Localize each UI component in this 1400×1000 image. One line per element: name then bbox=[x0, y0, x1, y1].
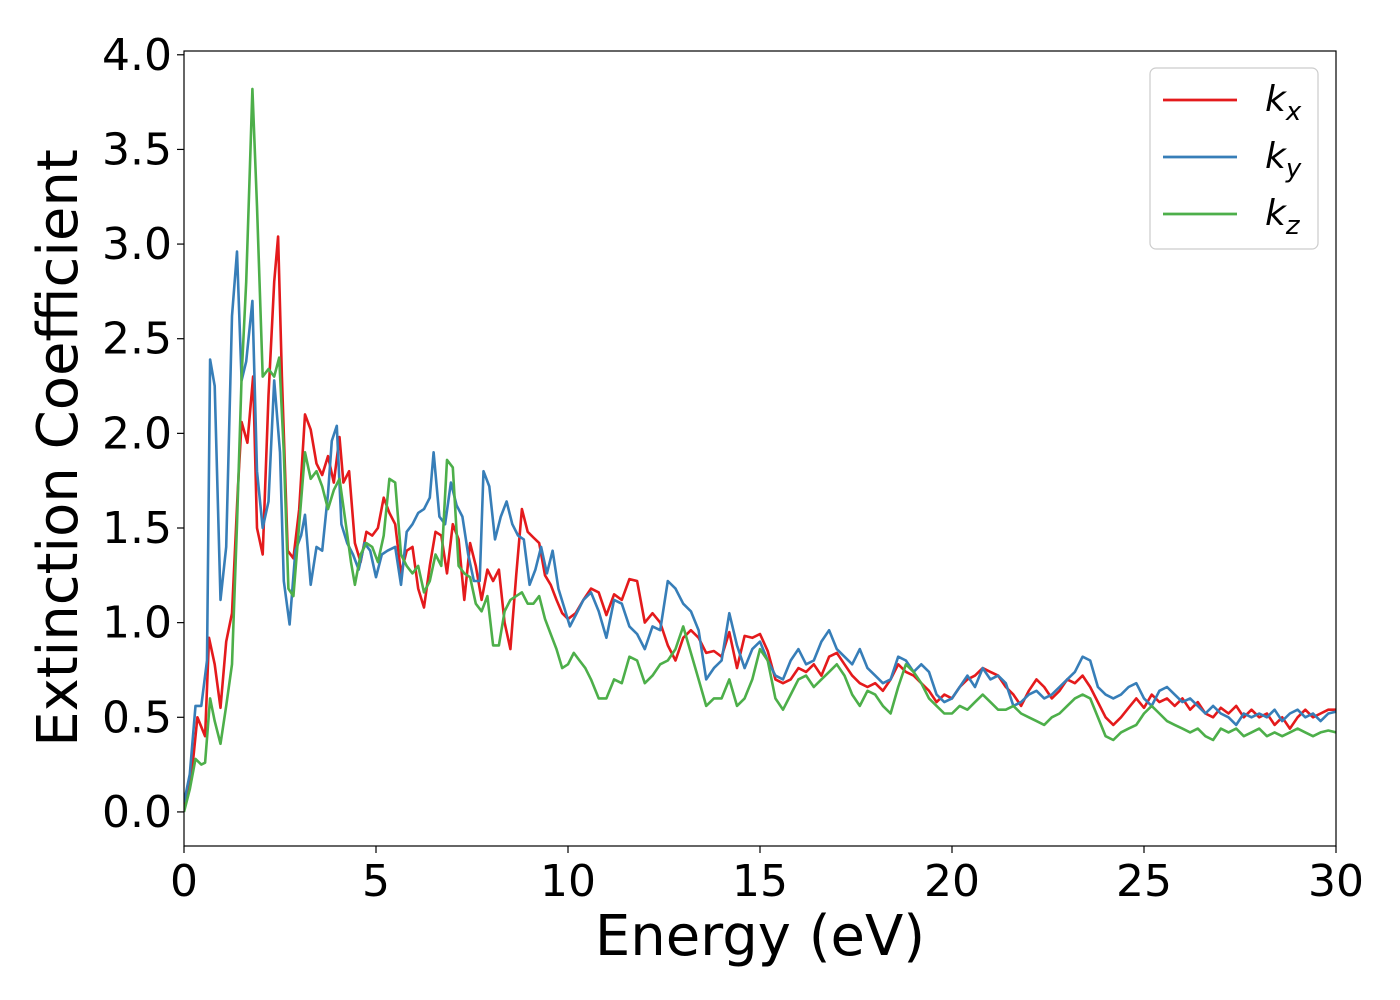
x-tick-label: 5 bbox=[362, 856, 390, 907]
series-line-k-x bbox=[184, 235, 1336, 809]
y-tick-label: 1.5 bbox=[102, 503, 172, 554]
y-tick-label: 0.5 bbox=[102, 692, 172, 743]
y-tick-label: 1.0 bbox=[102, 598, 172, 649]
y-tick-label: 2.5 bbox=[102, 314, 172, 365]
y-axis-label: Extinction Coefficient bbox=[26, 149, 91, 747]
x-axis: 0 5 10 15 20 25 30 bbox=[170, 846, 1364, 907]
x-tick-label: 10 bbox=[540, 856, 596, 907]
y-tick-label: 0.0 bbox=[102, 787, 172, 838]
x-tick-label: 30 bbox=[1308, 856, 1364, 907]
x-tick-label: 20 bbox=[924, 856, 980, 907]
y-axis: 0.0 0.5 1.0 1.5 2.0 2.5 3.0 3.5 4.0 bbox=[102, 30, 184, 838]
legend-label-k-y: ky bbox=[1265, 136, 1302, 184]
legend-box bbox=[1149, 67, 1319, 250]
y-tick-label: 3.5 bbox=[102, 124, 172, 175]
x-tick-label: 15 bbox=[732, 856, 788, 907]
y-tick-label: 3.0 bbox=[102, 219, 172, 270]
legend: kx ky kz bbox=[1149, 67, 1319, 250]
y-tick-label: 2.0 bbox=[102, 408, 172, 459]
series-layer bbox=[184, 87, 1336, 813]
y-tick-label: 4.0 bbox=[102, 30, 172, 81]
series-line-k-z bbox=[184, 87, 1336, 813]
x-tick-label: 25 bbox=[1116, 856, 1172, 907]
x-axis-label: Energy (eV) bbox=[595, 904, 925, 969]
x-tick-label: 0 bbox=[170, 856, 198, 907]
series-line-k-y bbox=[184, 250, 1336, 803]
legend-label-k-z: kz bbox=[1265, 193, 1301, 241]
legend-label-k-x: kx bbox=[1265, 79, 1302, 127]
